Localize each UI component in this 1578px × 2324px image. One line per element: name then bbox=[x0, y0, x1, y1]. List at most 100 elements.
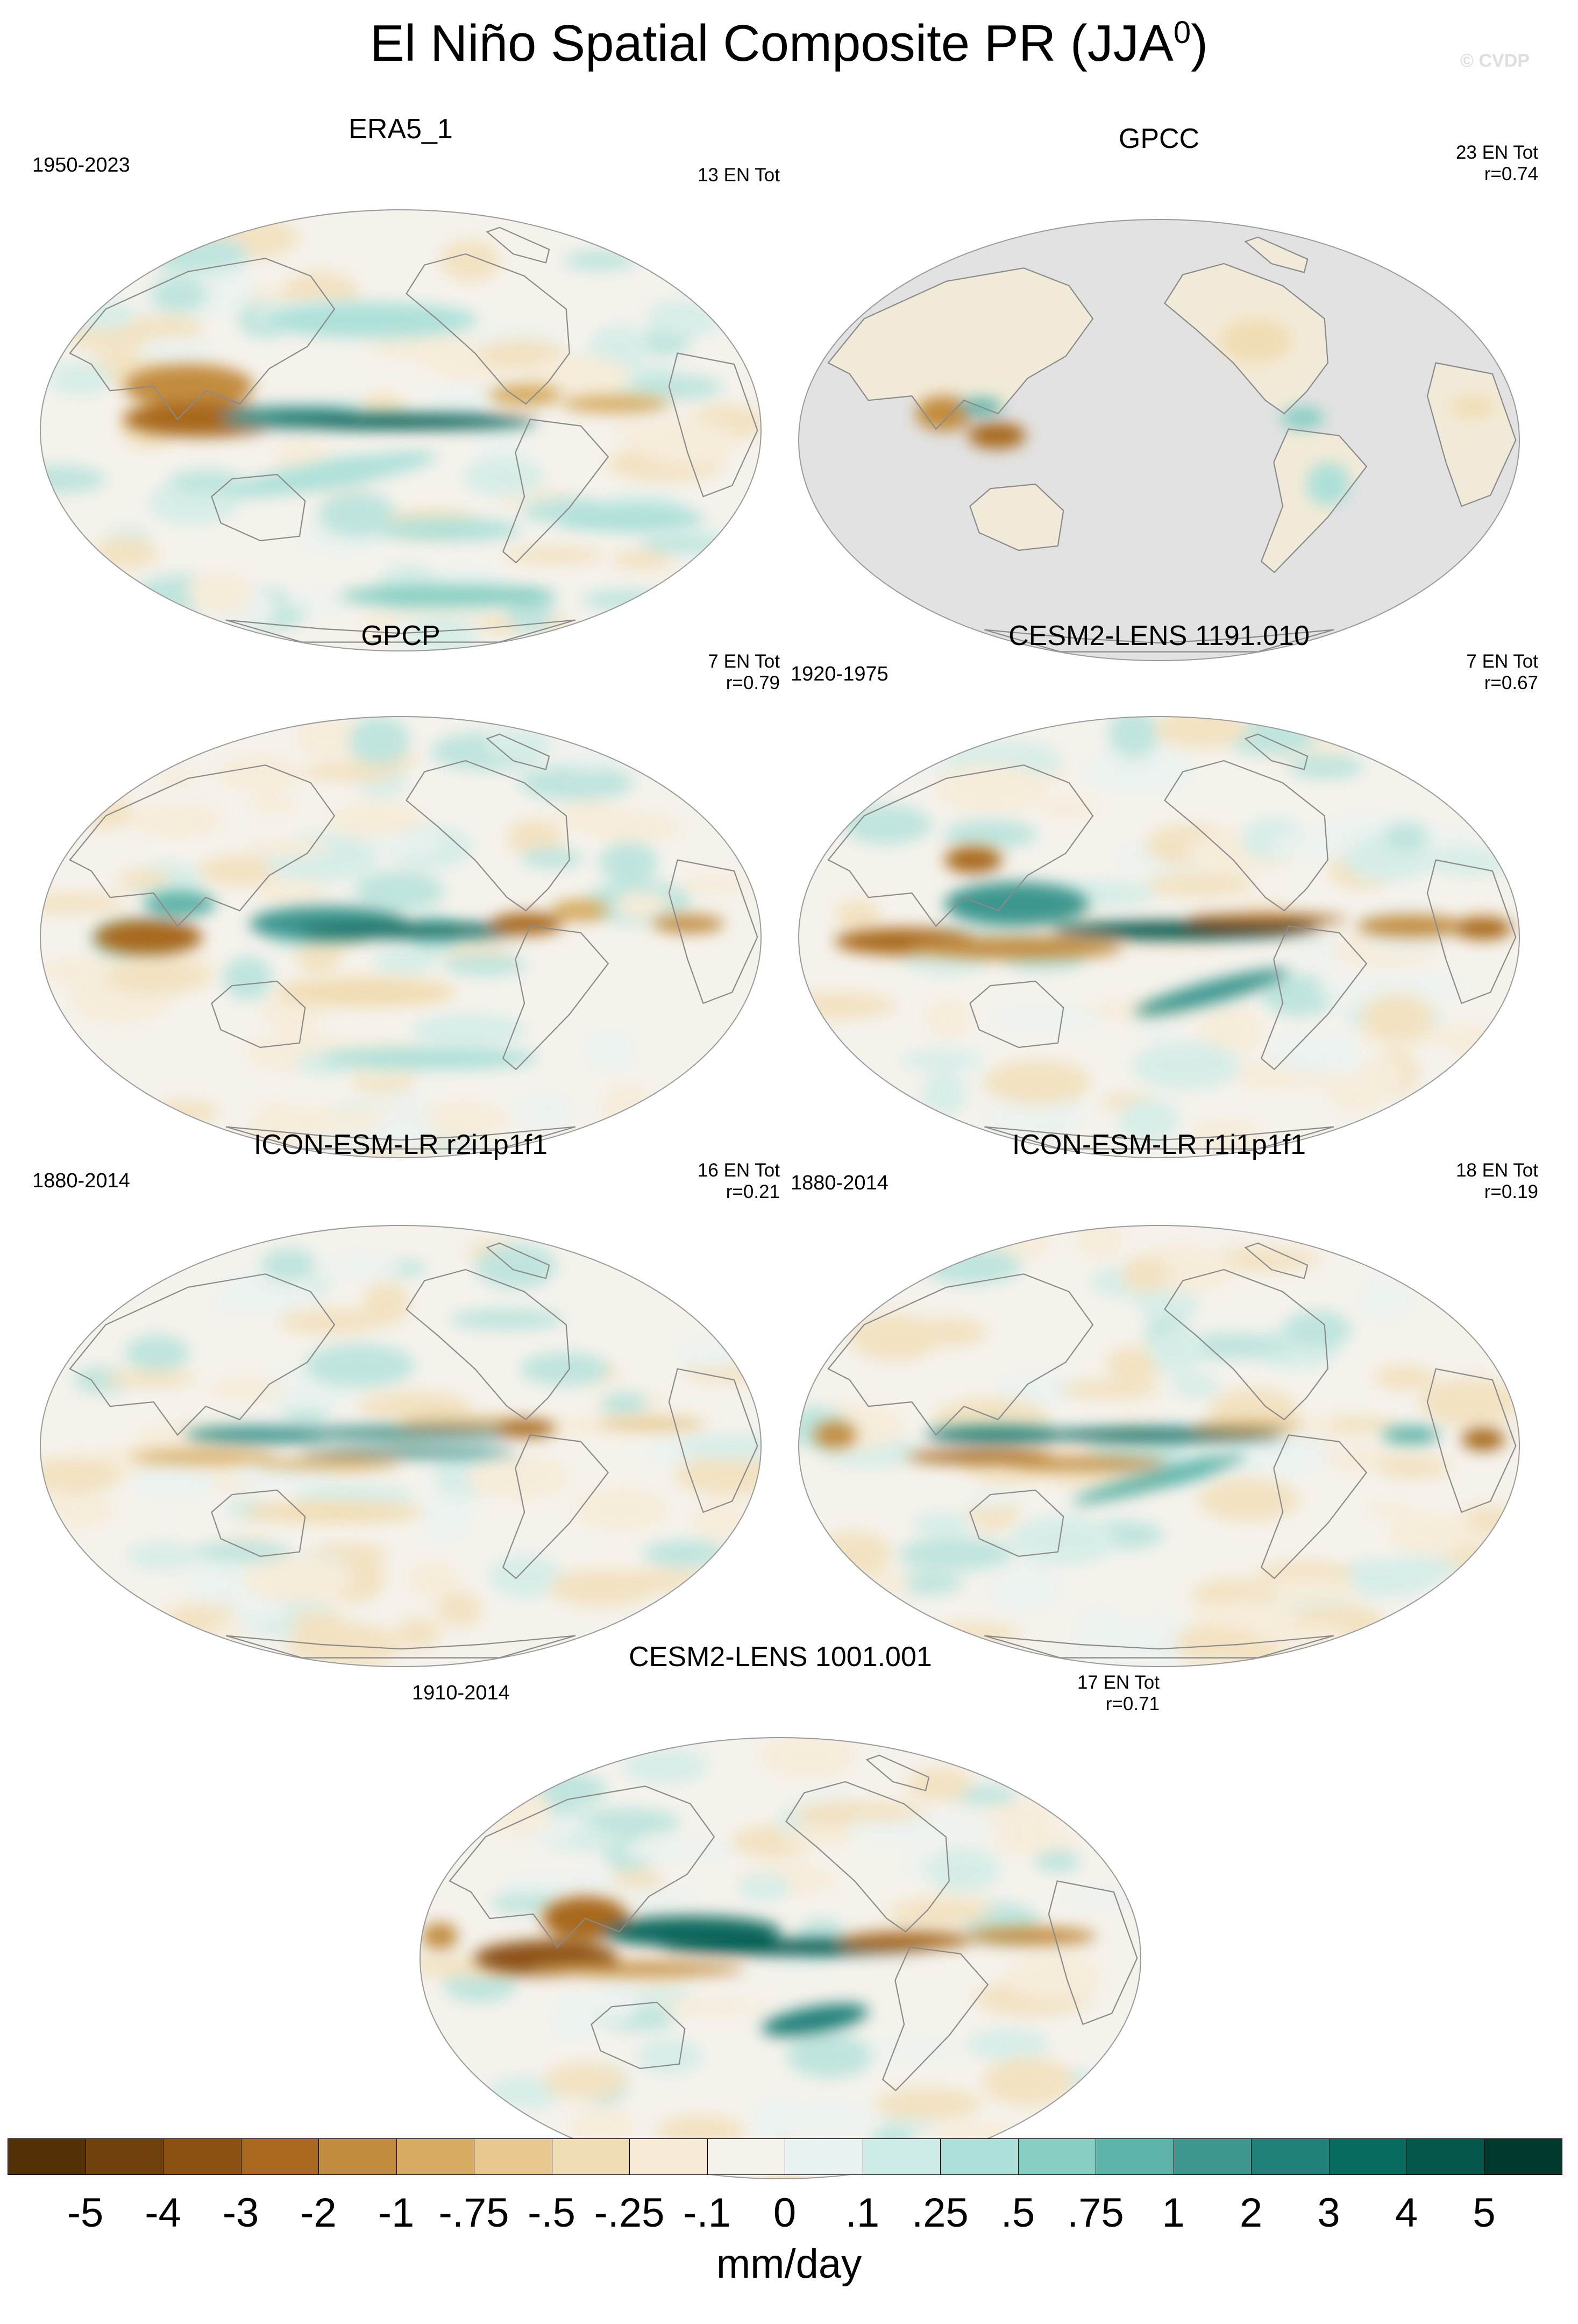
anomaly-feature bbox=[130, 1450, 275, 1464]
anomaly-patch bbox=[925, 997, 973, 1038]
anomaly-feature bbox=[762, 2003, 869, 2036]
coastline-southAmerica bbox=[882, 1946, 989, 2092]
anomaly-patch bbox=[639, 534, 728, 553]
colorbar-swatch bbox=[85, 2138, 164, 2175]
anomaly-patch bbox=[371, 1109, 436, 1153]
anomaly-patch bbox=[106, 960, 211, 994]
coastline-australia bbox=[211, 473, 306, 542]
map-panel: GPCP 7 EN Tot r=0.79 bbox=[16, 620, 785, 1158]
anomaly-patch bbox=[138, 337, 217, 366]
coastline-africa bbox=[1426, 1368, 1517, 1513]
colorbar-tick-label: .75 bbox=[1067, 2190, 1124, 2236]
anomaly-feature bbox=[561, 395, 670, 413]
robinson-map bbox=[798, 219, 1520, 661]
anomaly-patch bbox=[247, 795, 298, 815]
anomaly-patch bbox=[868, 2036, 957, 2061]
map-panel: ERA5_1 1950-2023 13 EN Tot bbox=[16, 113, 785, 651]
colorbar-swatch bbox=[1328, 2138, 1407, 2175]
anomaly-feature bbox=[1306, 462, 1350, 506]
anomaly-patch bbox=[531, 1873, 625, 1894]
anomaly-patch bbox=[1197, 1007, 1266, 1055]
anomaly-patch bbox=[117, 869, 172, 891]
anomaly-patch bbox=[984, 1802, 1060, 1830]
anomaly-patch bbox=[1004, 1953, 1103, 2001]
coastline-antarctica bbox=[225, 1126, 576, 1150]
anomaly-patch bbox=[1055, 1889, 1141, 1907]
coastline-northAmerica bbox=[406, 760, 570, 912]
anomaly-patch bbox=[857, 1571, 912, 1597]
anomaly-patch bbox=[152, 1101, 219, 1124]
robinson-map bbox=[40, 1225, 762, 1667]
anomaly-feature bbox=[257, 1458, 401, 1470]
anomaly-patch bbox=[302, 762, 400, 782]
event-count: 16 EN Tot bbox=[697, 1160, 780, 1181]
anomaly-patch bbox=[44, 1494, 117, 1527]
anomaly-patch bbox=[551, 1993, 598, 2043]
colorbar-tick-label: 1 bbox=[1162, 2190, 1185, 2236]
anomaly-feature bbox=[1454, 917, 1512, 940]
colorbar-swatch bbox=[1018, 2138, 1096, 2175]
anomaly-patch bbox=[962, 1490, 1022, 1508]
anomaly-patch bbox=[912, 1512, 972, 1535]
anomaly-patch bbox=[188, 570, 253, 615]
anomaly-patch bbox=[680, 874, 748, 896]
figure-title: El Niño Spatial Composite PR (JJA0) bbox=[369, 15, 1209, 72]
panel-years: 1950-2023 bbox=[32, 154, 130, 176]
anomaly-patch bbox=[124, 315, 204, 342]
colorbar-swatch bbox=[785, 2138, 863, 2175]
pattern-correlation: r=0.71 bbox=[1105, 1694, 1160, 1715]
anomaly-feature bbox=[944, 846, 1003, 874]
anomaly-patch bbox=[1288, 754, 1363, 779]
colorbar-tick-label: 5 bbox=[1473, 2190, 1496, 2236]
anomaly-patch bbox=[150, 276, 208, 313]
event-count: 17 EN Tot bbox=[1077, 1672, 1160, 1693]
colorbar-tick-label: .25 bbox=[912, 2190, 969, 2236]
anomaly-patch bbox=[194, 1541, 290, 1563]
anomaly-feature bbox=[550, 899, 609, 922]
anomaly-patch bbox=[619, 1887, 701, 1905]
land-mask bbox=[1245, 237, 1308, 273]
panel-title: ICON-ESM-LR r2i1p1f1 bbox=[253, 1129, 548, 1160]
colorbar-swatch bbox=[1096, 2138, 1174, 2175]
coastline-africa bbox=[668, 859, 758, 1004]
anomaly-feature bbox=[491, 912, 563, 935]
land-mask bbox=[1427, 363, 1516, 506]
robinson-map bbox=[40, 209, 762, 651]
anomaly-patch bbox=[1060, 1379, 1160, 1400]
anomaly-patch bbox=[373, 834, 444, 853]
colorbar-swatch bbox=[629, 2138, 708, 2175]
anomaly-patch bbox=[404, 1560, 461, 1599]
anomaly-feature bbox=[1134, 969, 1288, 1016]
anomaly-patch bbox=[1418, 1377, 1519, 1427]
anomaly-patch bbox=[131, 1463, 217, 1499]
anomaly-patch bbox=[255, 1100, 300, 1149]
anomaly-patch bbox=[327, 800, 427, 839]
anomaly-patch bbox=[462, 457, 544, 497]
coastline-antarctica bbox=[984, 629, 1334, 653]
anomaly-patch bbox=[279, 1308, 384, 1335]
map-panel: ICON-ESM-LR r1i1p1f1 1880-2014 18 EN Tot r=… bbox=[774, 1129, 1544, 1667]
colorbar-tick-label: -4 bbox=[145, 2190, 181, 2236]
anomaly-patch bbox=[94, 536, 158, 570]
anomaly-feature bbox=[652, 915, 725, 933]
colorbar-swatch bbox=[396, 2138, 474, 2175]
anomaly-patch bbox=[471, 424, 530, 458]
anomaly-patch bbox=[849, 1313, 941, 1362]
event-count: 23 EN Tot bbox=[1455, 142, 1538, 163]
copyright-label: © CVDP bbox=[1460, 51, 1530, 71]
anomaly-patch bbox=[989, 1564, 1061, 1613]
anomaly-feature bbox=[601, 1916, 781, 1947]
colorbar-swatch bbox=[940, 2138, 1019, 2175]
anomaly-patch bbox=[737, 1873, 791, 1901]
anomaly-patch bbox=[965, 2029, 1050, 2060]
coastlines bbox=[69, 733, 758, 1150]
anomaly-patch bbox=[1074, 1225, 1124, 1259]
anomaly-feature bbox=[1451, 396, 1495, 418]
coastline-greenland bbox=[865, 1754, 930, 1791]
anomaly-patch bbox=[1227, 1429, 1329, 1476]
colorbar bbox=[8, 2138, 1562, 2175]
coastline-antarctica bbox=[984, 1635, 1334, 1659]
coastline-northAmerica bbox=[1164, 1269, 1328, 1421]
anomaly-patch bbox=[1191, 1599, 1298, 1629]
anomaly-patch bbox=[1009, 1515, 1119, 1565]
